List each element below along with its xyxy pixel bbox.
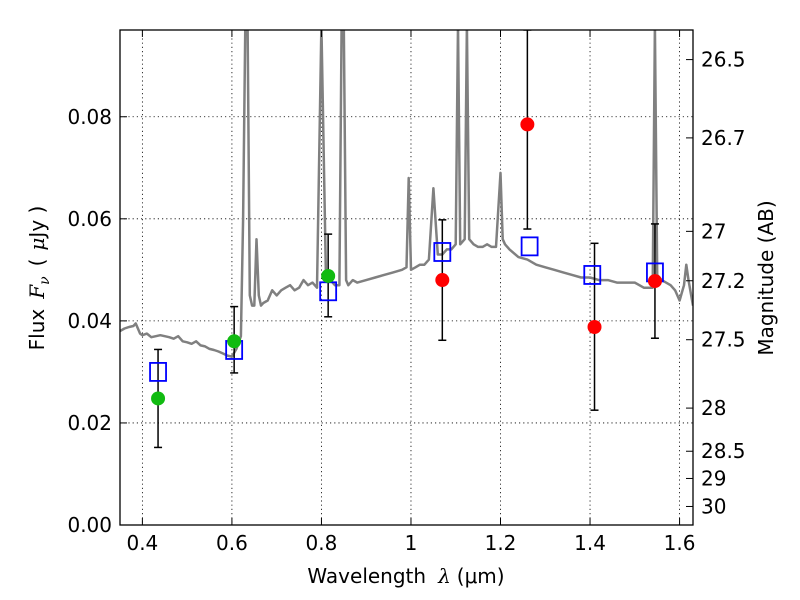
x-axis-label: Wavelength λ (μm) bbox=[307, 564, 504, 588]
y-tick-label: 0.08 bbox=[67, 105, 112, 129]
x-tick-label: 1.4 bbox=[574, 531, 606, 555]
observed-point bbox=[435, 273, 450, 288]
y2-tick-label: 30 bbox=[701, 494, 726, 518]
y-tick-label: 0.06 bbox=[67, 207, 112, 231]
grid bbox=[120, 30, 693, 526]
observed-point bbox=[520, 117, 535, 132]
y2-tick-label: 26.5 bbox=[701, 48, 746, 72]
x-tick-label: 0.4 bbox=[126, 531, 158, 555]
observed-point bbox=[587, 320, 602, 334]
y2-tick-label: 27 bbox=[701, 219, 726, 243]
y2-tick-label: 26.7 bbox=[701, 126, 746, 150]
y2-tick-label: 28.5 bbox=[701, 439, 746, 463]
model-point bbox=[149, 362, 167, 382]
y2-tick-label: 27.2 bbox=[701, 269, 746, 293]
x-tick-label: 0.6 bbox=[216, 531, 248, 555]
x-tick-label: 0.8 bbox=[306, 531, 338, 555]
plot-frame bbox=[119, 29, 694, 526]
y2-axis-label: Magnitude (AB) bbox=[754, 200, 778, 355]
model-point bbox=[520, 236, 539, 257]
y2-tick-label: 28 bbox=[701, 396, 726, 420]
x-tick-label: 1.6 bbox=[664, 531, 696, 555]
observed-point bbox=[151, 391, 166, 406]
model-spectrum bbox=[120, 30, 693, 358]
y2-tick-label: 27.5 bbox=[701, 328, 746, 352]
y-axis-label: FluxFν(μJy ) bbox=[25, 206, 53, 351]
y-tick-label: 0.00 bbox=[67, 513, 112, 537]
observed-point bbox=[321, 268, 336, 283]
x-tick-label: 1.2 bbox=[485, 531, 517, 555]
axis-ticks: 0.4 0.6 0.8 1 1.2 1.4 1.6 0.00 0.02 0.04 0.06 0.08 2… bbox=[67, 30, 746, 555]
model-point bbox=[583, 265, 602, 285]
observed-point bbox=[227, 334, 242, 349]
observed-photometry bbox=[151, 117, 662, 406]
y-tick-label: 0.02 bbox=[67, 411, 112, 435]
model-point bbox=[433, 242, 452, 262]
observed-point bbox=[647, 274, 662, 289]
spectrum-line bbox=[120, 30, 693, 358]
y-tick-label: 0.04 bbox=[67, 309, 112, 333]
y2-tick-label: 29 bbox=[701, 466, 726, 490]
x-tick-label: 1 bbox=[405, 531, 418, 555]
